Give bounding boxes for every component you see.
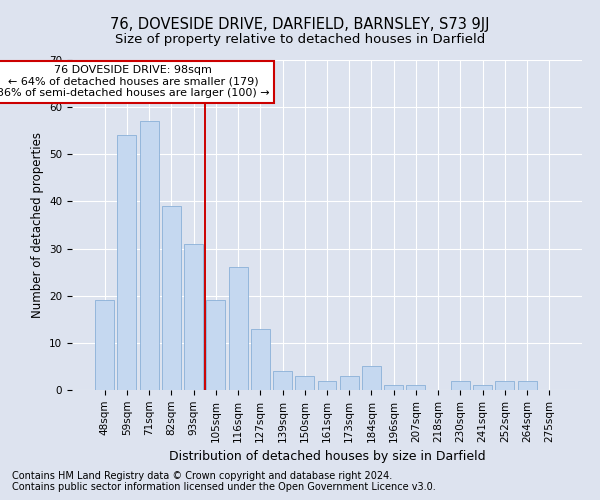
Bar (273, 371, 292, 390)
Bar (317, 380, 337, 390)
Y-axis label: Number of detached properties: Number of detached properties (31, 132, 44, 318)
Bar (118, 136, 136, 390)
Bar (362, 366, 381, 390)
Bar (518, 380, 536, 390)
Bar (251, 328, 270, 390)
Bar (184, 244, 203, 390)
Bar (295, 376, 314, 390)
Bar (406, 386, 425, 390)
Text: Contains public sector information licensed under the Open Government Licence v3: Contains public sector information licen… (12, 482, 436, 492)
Bar (451, 380, 470, 390)
Text: Contains HM Land Registry data © Crown copyright and database right 2024.: Contains HM Land Registry data © Crown c… (12, 471, 392, 481)
Bar (95, 300, 114, 390)
Bar (229, 268, 248, 390)
Bar (340, 376, 359, 390)
Bar (140, 122, 158, 390)
Bar (473, 386, 492, 390)
Bar (162, 206, 181, 390)
Bar (496, 380, 514, 390)
Bar (206, 300, 225, 390)
Bar (384, 386, 403, 390)
Text: 76, DOVESIDE DRIVE, DARFIELD, BARNSLEY, S73 9JJ: 76, DOVESIDE DRIVE, DARFIELD, BARNSLEY, … (110, 18, 490, 32)
X-axis label: Distribution of detached houses by size in Darfield: Distribution of detached houses by size … (169, 450, 485, 463)
Text: Size of property relative to detached houses in Darfield: Size of property relative to detached ho… (115, 32, 485, 46)
Text: 76 DOVESIDE DRIVE: 98sqm
← 64% of detached houses are smaller (179)
36% of semi-: 76 DOVESIDE DRIVE: 98sqm ← 64% of detach… (0, 65, 269, 98)
